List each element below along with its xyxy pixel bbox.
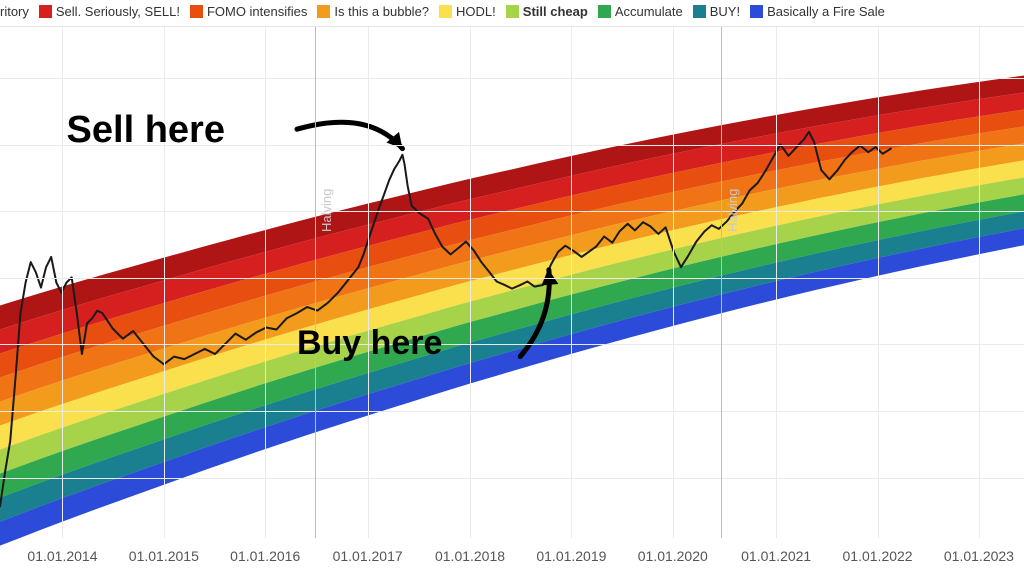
grid-line-vertical bbox=[878, 27, 879, 538]
legend-swatch bbox=[439, 5, 452, 18]
annotation-arrows bbox=[0, 27, 1024, 538]
legend-label: FOMO intensifies bbox=[207, 4, 307, 19]
grid-line-horizontal bbox=[0, 344, 1024, 345]
annotation-buy-here: Buy here bbox=[297, 324, 443, 363]
chart-legend: ritory Sell. Seriously, SELL! FOMO intens… bbox=[0, 4, 1024, 19]
legend-item-truncated: ritory bbox=[0, 4, 29, 19]
legend-label: BUY! bbox=[710, 4, 740, 19]
legend-label: Sell. Seriously, SELL! bbox=[56, 4, 180, 19]
x-tick-label: 01.01.2021 bbox=[741, 548, 811, 564]
halving-label: Halving bbox=[725, 188, 740, 231]
x-tick-label: 01.01.2022 bbox=[843, 548, 913, 564]
grid-line-horizontal bbox=[0, 278, 1024, 279]
legend-item[interactable]: Is this a bubble? bbox=[317, 4, 429, 19]
halving-label: Halving bbox=[319, 188, 334, 231]
legend-item[interactable]: Accumulate bbox=[598, 4, 683, 19]
plot-area: Halving Halving Sell here Buy here bbox=[0, 26, 1024, 538]
rainbow-chart: ritory Sell. Seriously, SELL! FOMO intens… bbox=[0, 0, 1024, 576]
legend-swatch bbox=[750, 5, 763, 18]
x-tick-label: 01.01.2020 bbox=[638, 548, 708, 564]
legend-label: Still cheap bbox=[523, 4, 588, 19]
legend-item[interactable]: FOMO intensifies bbox=[190, 4, 307, 19]
x-tick-label: 01.01.2017 bbox=[333, 548, 403, 564]
grid-line-vertical bbox=[470, 27, 471, 538]
grid-line-vertical bbox=[776, 27, 777, 538]
x-tick-label: 01.01.2023 bbox=[944, 548, 1014, 564]
grid-line-vertical bbox=[979, 27, 980, 538]
x-axis: 01.01.2014 01.01.2015 01.01.2016 01.01.2017… bbox=[0, 548, 1024, 568]
x-tick-label: 01.01.2019 bbox=[536, 548, 606, 564]
legend-label: ritory bbox=[0, 4, 29, 19]
halving-line bbox=[315, 27, 316, 538]
grid-line-vertical bbox=[265, 27, 266, 538]
legend-label: Is this a bubble? bbox=[334, 4, 429, 19]
legend-item[interactable]: Still cheap bbox=[506, 4, 588, 19]
legend-swatch bbox=[598, 5, 611, 18]
legend-swatch bbox=[506, 5, 519, 18]
legend-item[interactable]: Basically a Fire Sale bbox=[750, 4, 885, 19]
legend-item[interactable]: Sell. Seriously, SELL! bbox=[39, 4, 180, 19]
legend-label: Accumulate bbox=[615, 4, 683, 19]
x-tick-label: 01.01.2015 bbox=[129, 548, 199, 564]
x-tick-label: 01.01.2016 bbox=[230, 548, 300, 564]
annotation-sell-here: Sell here bbox=[67, 109, 225, 152]
legend-item[interactable]: BUY! bbox=[693, 4, 740, 19]
grid-line-horizontal bbox=[0, 478, 1024, 479]
legend-swatch bbox=[317, 5, 330, 18]
legend-swatch bbox=[190, 5, 203, 18]
legend-swatch bbox=[693, 5, 706, 18]
grid-line-vertical bbox=[62, 27, 63, 538]
x-tick-label: 01.01.2014 bbox=[27, 548, 97, 564]
legend-item[interactable]: HODL! bbox=[439, 4, 496, 19]
legend-swatch bbox=[39, 5, 52, 18]
legend-label: HODL! bbox=[456, 4, 496, 19]
grid-line-vertical bbox=[571, 27, 572, 538]
grid-line-horizontal bbox=[0, 411, 1024, 412]
grid-line-horizontal bbox=[0, 211, 1024, 212]
grid-line-vertical bbox=[673, 27, 674, 538]
legend-label: Basically a Fire Sale bbox=[767, 4, 885, 19]
grid-line-vertical bbox=[368, 27, 369, 538]
grid-line-vertical bbox=[164, 27, 165, 538]
x-tick-label: 01.01.2018 bbox=[435, 548, 505, 564]
halving-line bbox=[721, 27, 722, 538]
grid-line-horizontal bbox=[0, 78, 1024, 79]
